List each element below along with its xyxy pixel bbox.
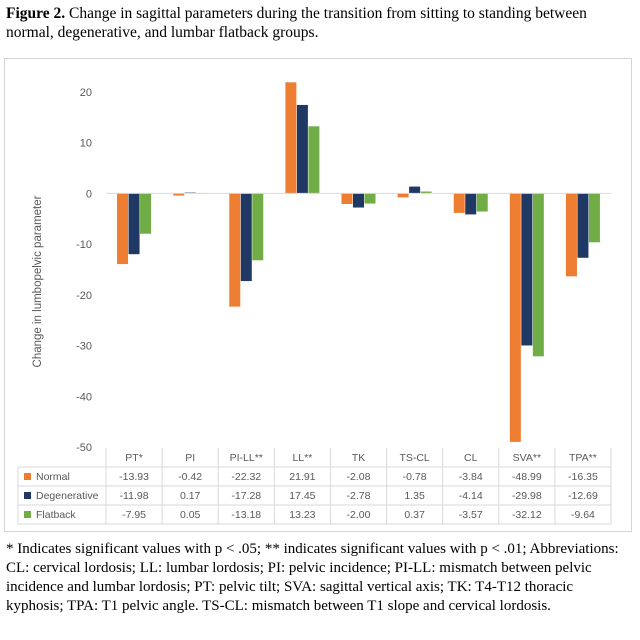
bar-flatback [140,193,152,234]
footnote: * Indicates significant values with p < … [6,541,619,614]
table-value: -29.98 [512,490,542,502]
table-value: -22.32 [231,471,261,483]
figure-label: Figure 2. [6,5,66,22]
bar-normal [565,193,577,277]
table-value: -2.00 [347,509,371,521]
table-value: -2.08 [347,471,371,483]
table-value: -0.78 [403,471,427,483]
y-tick-label: -50 [76,442,92,454]
bar-flatback [420,191,432,194]
table-value: 1.35 [404,490,425,502]
bar-degenerative [521,193,533,346]
bar-normal [397,193,409,198]
y-tick-label: 20 [80,87,92,99]
table-value: -48.99 [512,471,542,483]
table-value: -9.64 [571,509,595,521]
table-value: -13.93 [119,471,149,483]
bar-normal [453,193,465,213]
table-value: 0.37 [404,509,425,521]
bar-normal [173,193,185,196]
bar-normal [229,193,241,307]
y-axis-title: Change in lumbopelvic parameter [32,195,44,367]
bar-flatback [476,193,488,212]
bar-flatback [364,193,376,204]
table-value: -3.57 [459,509,483,521]
legend-label: Normal [36,471,70,483]
category-label: TK [352,452,365,464]
category-label: PT* [125,452,143,464]
category-label: PI [185,452,195,464]
category-label: TS-CL [399,452,429,464]
table-value: 0.05 [180,509,201,521]
category-label: PI-LL** [230,452,263,464]
table-value: -2.78 [347,490,371,502]
table-value: -7.95 [122,509,146,521]
bar-chart: 20 10 0 -10 -20 -30 -40 -50 Change in lumbopelvi… [17,82,612,525]
legend-label: Degenerative [36,490,99,502]
table-value: 17.45 [289,490,315,502]
table-value: -17.28 [231,490,261,502]
table-value: -32.12 [512,509,542,521]
category-label: TPA** [569,452,597,464]
y-tick-label: -10 [76,239,92,251]
bar-normal [509,193,521,442]
bar-degenerative [296,104,308,194]
chart-container: 20 10 0 -10 -20 -30 -40 -50 Change in lumbopelvi… [4,58,632,532]
bar-flatback [252,193,264,261]
y-tick-label: -30 [76,341,92,353]
category-label: LL** [292,452,312,464]
table-value: -3.84 [459,471,483,483]
table-value: 21.91 [289,471,315,483]
legend-swatch-normal [24,473,31,480]
bar-degenerative [240,193,252,282]
bar-flatback [308,126,320,194]
bar-degenerative [465,193,477,215]
bar-degenerative [409,186,421,194]
bar-normal [285,82,297,194]
table-value: -4.14 [459,490,483,502]
bar-degenerative [353,193,364,208]
y-tick-label: -40 [76,391,92,403]
bar-normal [117,193,129,265]
table-value: -12.69 [568,490,598,502]
y-tick-label: -20 [76,290,92,302]
figure-caption-text: Change in sagittal parameters during the… [6,5,587,41]
bar-flatback [588,193,600,243]
legend-swatch-degenerative [24,492,31,499]
category-label: SVA** [513,452,541,464]
figure-caption: Figure 2. Change in sagittal parameters … [6,4,634,42]
legend-label: Flatback [36,509,76,521]
legend-swatch-flatback [24,511,31,518]
table-value: -11.98 [120,490,149,502]
bar-degenerative [128,193,140,255]
table-value: -16.35 [568,471,598,483]
y-tick-label: 10 [80,138,92,150]
y-tick-label: 0 [86,188,92,200]
table-value: -0.42 [178,471,202,483]
table-value: 13.23 [289,509,315,521]
table-value: 0.17 [180,490,201,502]
bar-flatback [532,193,544,357]
bar-normal [341,193,353,204]
bar-degenerative [577,193,589,258]
table-value: -13.18 [231,509,261,521]
category-label: CL [464,452,478,464]
